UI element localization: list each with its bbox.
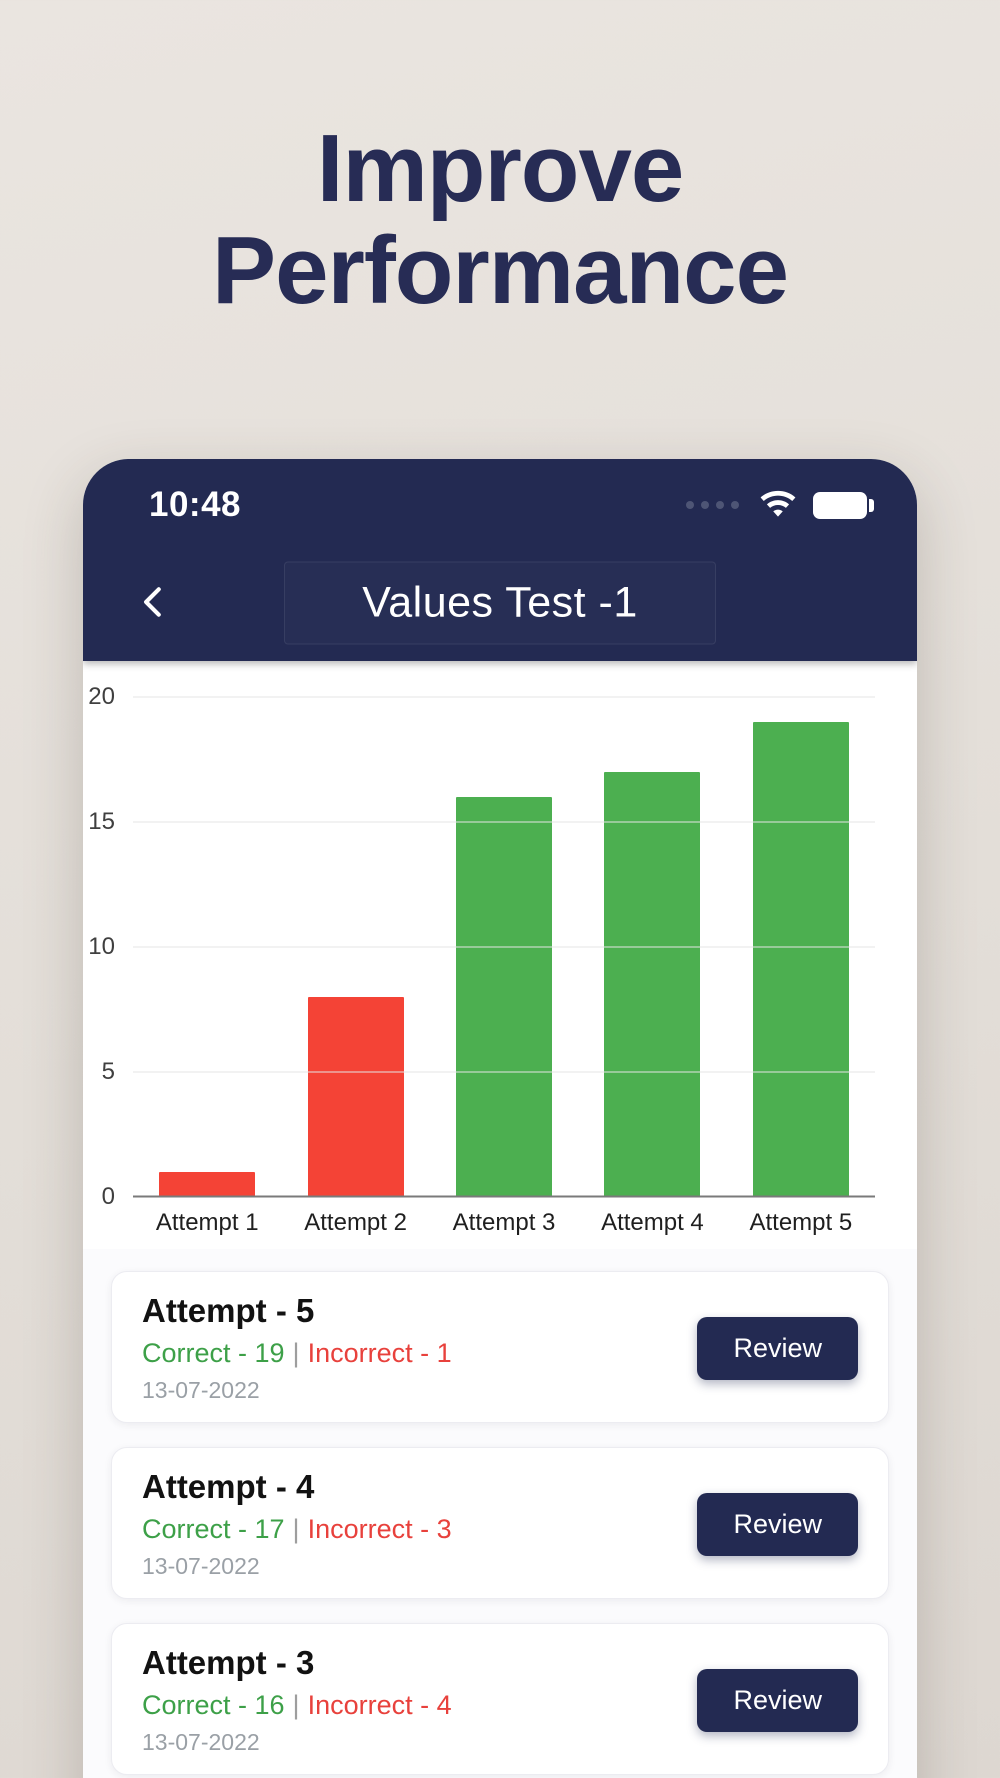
back-button[interactable] xyxy=(119,568,189,638)
attempt-card-body: Attempt - 5 Correct - 19 | Incorrect - 1 1… xyxy=(142,1292,452,1404)
attempt-date: 13-07-2022 xyxy=(142,1377,260,1403)
bar-attempt-3 xyxy=(456,797,553,1197)
attempt-card: Attempt - 4 Correct - 17 | Incorrect - 3 1… xyxy=(111,1447,889,1599)
incorrect-count: Incorrect - 4 xyxy=(307,1690,452,1720)
chart-y-axis: 0 5 10 15 20 xyxy=(83,683,123,1210)
chart-slot-4: Attempt 4 xyxy=(578,697,726,1236)
attempt-score-line: Correct - 19 | Incorrect - 1 xyxy=(142,1338,452,1369)
bar-attempt-2 xyxy=(307,997,404,1197)
nav-title-box: Values Test -1 xyxy=(284,561,716,645)
attempt-score-line: Correct - 17 | Incorrect - 3 xyxy=(142,1514,452,1545)
y-tick-label-0: 0 xyxy=(101,1183,115,1210)
attempt-title: Attempt - 3 xyxy=(142,1644,315,1681)
signal-dots-icon xyxy=(686,501,739,509)
x-tick-label-1: Attempt 1 xyxy=(155,1209,259,1236)
bar-attempt-4 xyxy=(604,772,701,1197)
y-tick-label-20: 20 xyxy=(88,683,115,710)
review-button[interactable]: Review xyxy=(697,1316,858,1380)
attempts-bar-chart: 0 5 10 15 20 Attempt 1 Attempt 2 Attempt 3 Atte… xyxy=(83,661,917,1249)
bar-attempt-1 xyxy=(159,1172,256,1197)
correct-count: Correct - 19 xyxy=(142,1338,285,1368)
nav-bar: Values Test -1 xyxy=(83,545,917,661)
score-divider: | xyxy=(292,1690,300,1720)
attempt-card: Attempt - 5 Correct - 19 | Incorrect - 1 1… xyxy=(111,1271,889,1423)
chart-slot-5: Attempt 5 xyxy=(727,697,875,1236)
phone-header: 10:48 Values Test xyxy=(83,459,917,661)
nav-title: Values Test -1 xyxy=(362,578,638,627)
x-tick-label-3: Attempt 3 xyxy=(452,1209,556,1236)
chart-slots: Attempt 1 Attempt 2 Attempt 3 Attempt 4 Atte… xyxy=(133,697,875,1236)
chart-slot-2: Attempt 2 xyxy=(281,697,429,1236)
y-tick-label-5: 5 xyxy=(101,1058,115,1085)
attempt-card-body: Attempt - 3 Correct - 16 | Incorrect - 4 1… xyxy=(142,1644,452,1756)
status-icons xyxy=(686,487,874,524)
review-button[interactable]: Review xyxy=(697,1668,858,1732)
incorrect-count: Incorrect - 1 xyxy=(307,1338,452,1368)
x-tick-label-4: Attempt 4 xyxy=(601,1209,704,1236)
battery-icon xyxy=(813,491,874,519)
wifi-icon xyxy=(759,487,797,524)
attempt-list: Attempt - 5 Correct - 19 | Incorrect - 1 1… xyxy=(83,1249,917,1778)
attempt-score-line: Correct - 16 | Incorrect - 4 xyxy=(142,1690,452,1721)
chart-slot-1: Attempt 1 xyxy=(133,697,281,1236)
gridline-10 xyxy=(133,946,875,948)
y-tick-label-10: 10 xyxy=(88,933,115,960)
attempt-title: Attempt - 5 xyxy=(142,1292,315,1329)
status-bar: 10:48 xyxy=(83,459,917,545)
status-time: 10:48 xyxy=(149,485,242,524)
gridline-15 xyxy=(133,821,875,823)
correct-count: Correct - 16 xyxy=(142,1690,285,1720)
page-title: Improve Performance xyxy=(212,115,789,324)
score-divider: | xyxy=(292,1514,300,1544)
attempt-date: 13-07-2022 xyxy=(142,1553,260,1579)
bar-attempt-5 xyxy=(752,722,849,1197)
attempt-title: Attempt - 4 xyxy=(142,1468,315,1505)
phone-frame: 10:48 Values Test xyxy=(83,459,917,1778)
y-tick-label-15: 15 xyxy=(88,808,115,835)
review-button[interactable]: Review xyxy=(697,1492,858,1556)
incorrect-count: Incorrect - 3 xyxy=(307,1514,452,1544)
chart-slot-3: Attempt 3 xyxy=(430,697,578,1236)
attempt-card: Attempt - 3 Correct - 16 | Incorrect - 4 1… xyxy=(111,1623,889,1775)
attempt-card-body: Attempt - 4 Correct - 17 | Incorrect - 3 1… xyxy=(142,1468,452,1580)
gridline-5 xyxy=(133,1071,875,1073)
gridline-0 xyxy=(133,1195,875,1198)
correct-count: Correct - 17 xyxy=(142,1514,285,1544)
chevron-left-icon xyxy=(135,583,173,624)
chart-plot: Attempt 1 Attempt 2 Attempt 3 Attempt 4 Atte… xyxy=(133,696,875,1236)
x-tick-label-5: Attempt 5 xyxy=(749,1209,853,1236)
gridline-20 xyxy=(133,696,875,698)
attempt-date: 13-07-2022 xyxy=(142,1729,260,1755)
score-divider: | xyxy=(292,1338,300,1368)
x-tick-label-2: Attempt 2 xyxy=(304,1209,407,1236)
